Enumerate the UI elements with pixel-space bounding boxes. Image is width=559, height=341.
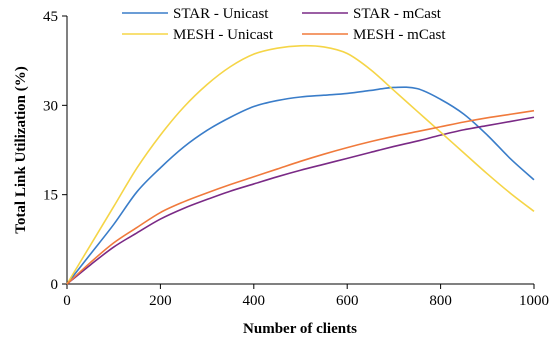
x-axis-label: Number of clients: [243, 321, 357, 337]
legend-item-star-unicast: STAR - Unicast: [122, 6, 269, 22]
legend-item-mesh-mcast: MESH - mCast: [302, 27, 446, 43]
series-layer: [66, 44, 535, 285]
x-tick-label: 200: [149, 293, 172, 309]
x-tick-label: 800: [429, 293, 452, 309]
legend-label: STAR - Unicast: [173, 6, 269, 22]
axes: 0 15 30 45 0 200 400 600 800 1000: [43, 9, 549, 309]
legend-item-mesh-unicast: MESH - Unicast: [122, 27, 274, 43]
x-tick-label: 0: [63, 293, 71, 309]
legend-label: STAR - mCast: [353, 6, 442, 22]
series-line-star-unicast: [66, 86, 535, 285]
y-tick-label: 45: [43, 9, 58, 25]
legend-item-star-mcast: STAR - mCast: [302, 6, 442, 22]
y-tick-label: 0: [51, 277, 59, 293]
series-line-mesh-unicast: [66, 44, 535, 285]
y-tick-label: 15: [43, 188, 58, 204]
legend-label: MESH - Unicast: [173, 27, 274, 43]
x-tick-label: 400: [243, 293, 266, 309]
x-tick-label: 600: [336, 293, 359, 309]
y-tick-label: 30: [43, 98, 58, 114]
legend-label: MESH - mCast: [353, 27, 446, 43]
x-tick-label: 1000: [519, 293, 549, 309]
series-line-mesh-mcast: [66, 109, 535, 285]
series-line-star-mcast: [66, 116, 535, 285]
legend: STAR - Unicast STAR - mCast MESH - Unicast…: [122, 6, 446, 43]
y-axis-label: Total Link Utilization (%): [13, 66, 29, 233]
